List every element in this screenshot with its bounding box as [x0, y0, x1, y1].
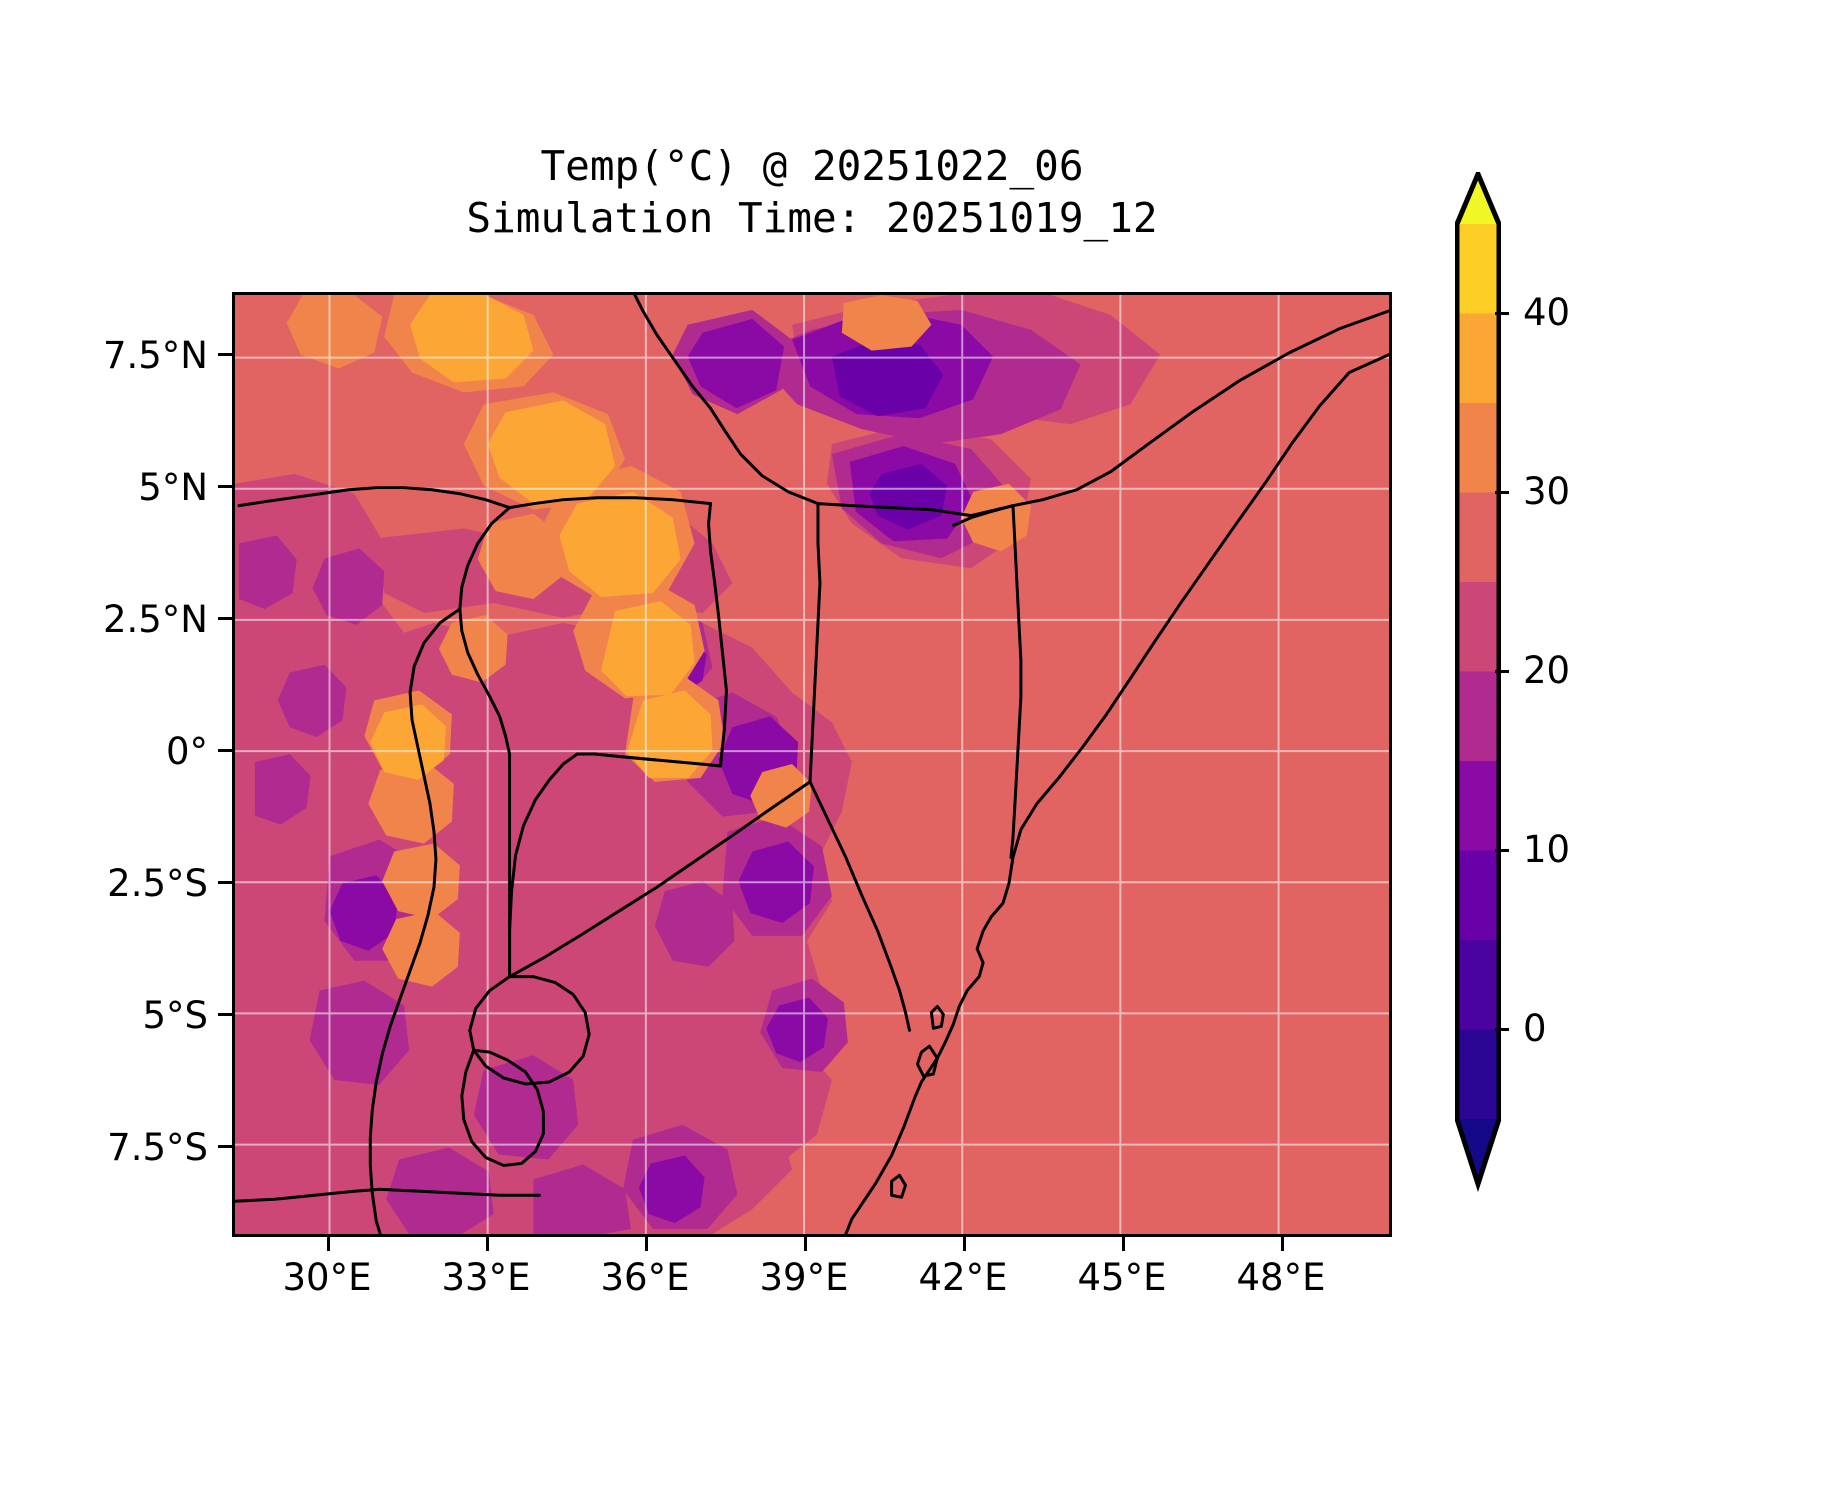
chart-title: Temp(°C) @ 20251022_06 Simulation Time: …: [466, 142, 1158, 243]
x-tick-mark: [645, 1237, 648, 1251]
colorbar: 40 30 20 10 0: [1455, 172, 1570, 1297]
colorbar-label-10: 10: [1523, 828, 1571, 871]
y-tick-label-5-n: 5°N: [138, 466, 208, 509]
x-tick-mark: [1122, 1237, 1125, 1251]
colorbar-label-30: 30: [1523, 470, 1571, 513]
colorbar-label-20: 20: [1523, 649, 1571, 692]
colorbar-tick-30: [1495, 491, 1509, 494]
temperature-contour-map: [235, 295, 1389, 1234]
y-tick-mark: [218, 881, 232, 884]
y-tick-mark: [218, 617, 232, 620]
y-tick-label-0: 0°: [165, 730, 208, 773]
map-axes: [232, 292, 1392, 1237]
y-tick-mark: [218, 749, 232, 752]
x-tick-label-36e: 36°E: [600, 1256, 690, 1299]
x-tick-mark: [1281, 1237, 1284, 1251]
y-tick-mark: [218, 353, 232, 356]
x-tick-label-48e: 48°E: [1236, 1256, 1326, 1299]
y-tick-mark: [218, 485, 232, 488]
x-tick-label-39e: 39°E: [759, 1256, 849, 1299]
colorbar-tick-0: [1495, 1028, 1509, 1031]
y-tick-mark: [218, 1013, 232, 1016]
x-tick-mark: [804, 1237, 807, 1251]
x-tick-label-45e: 45°E: [1077, 1256, 1167, 1299]
y-tick-label-2-5-n: 2.5°N: [102, 598, 208, 641]
colorbar-label-0: 0: [1523, 1007, 1547, 1050]
x-tick-label-33e: 33°E: [441, 1256, 531, 1299]
y-tick-label-7-5-s: 7.5°S: [107, 1126, 208, 1169]
colorbar-tick-40: [1495, 312, 1509, 315]
colorbar-tick-20: [1495, 670, 1509, 673]
colorbar-gradient: [1455, 172, 1501, 1193]
y-tick-mark: [218, 1145, 232, 1148]
colorbar-label-40: 40: [1523, 291, 1571, 334]
colorbar-tick-10: [1495, 849, 1509, 852]
y-tick-label-7-5-n: 7.5°N: [102, 334, 208, 377]
y-tick-label-2-5-s: 2.5°S: [107, 862, 208, 905]
x-tick-mark: [963, 1237, 966, 1251]
x-tick-label-30e: 30°E: [282, 1256, 372, 1299]
x-tick-mark: [486, 1237, 489, 1251]
y-tick-label-5-s: 5°S: [142, 994, 208, 1037]
x-tick-mark: [327, 1237, 330, 1251]
x-tick-label-42e: 42°E: [918, 1256, 1008, 1299]
